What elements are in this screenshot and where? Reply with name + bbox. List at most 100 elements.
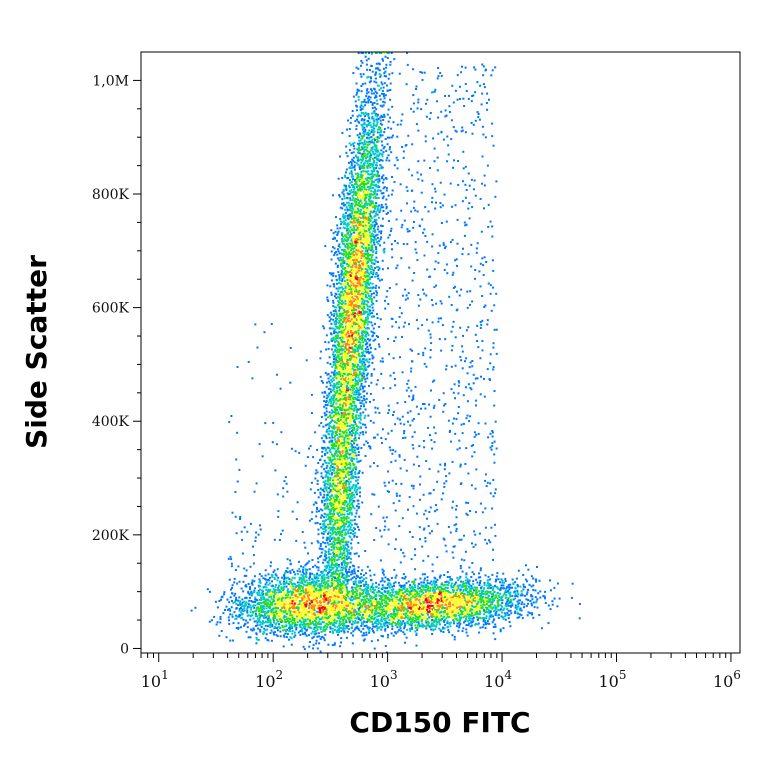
event-dot xyxy=(356,89,359,92)
event-dot xyxy=(283,572,286,575)
event-dot xyxy=(314,477,317,480)
event-dot xyxy=(344,448,347,451)
event-dot xyxy=(304,584,307,587)
event-dot xyxy=(307,624,310,627)
event-dot xyxy=(342,624,344,627)
event-dot xyxy=(338,573,341,576)
event-dot xyxy=(332,605,334,608)
event-dot xyxy=(251,610,254,613)
event-dot xyxy=(340,513,343,516)
event-dot xyxy=(352,349,355,352)
event-dot xyxy=(373,267,376,269)
event-dot xyxy=(354,201,357,203)
event-dot xyxy=(350,449,353,452)
event-dot xyxy=(338,380,341,383)
event-dot xyxy=(361,250,364,252)
event-dot xyxy=(366,160,369,163)
event-dot xyxy=(349,320,352,323)
event-dot xyxy=(279,635,282,638)
event-dot xyxy=(373,127,376,130)
event-dot xyxy=(294,607,296,610)
event-dot xyxy=(286,596,289,599)
event-dot xyxy=(345,229,348,232)
event-dot xyxy=(347,480,350,483)
event-dot xyxy=(348,142,351,145)
event-dot xyxy=(338,408,341,411)
event-dot xyxy=(332,384,335,387)
event-dot xyxy=(370,184,373,187)
event-dot xyxy=(371,202,374,205)
event-dot xyxy=(345,168,348,171)
event-dot xyxy=(352,225,355,228)
event-dot xyxy=(348,466,351,469)
event-dot xyxy=(330,293,333,296)
event-dot xyxy=(353,199,356,202)
event-dot xyxy=(336,462,339,464)
event-dot xyxy=(365,59,368,62)
event-dot xyxy=(368,298,371,300)
event-dot xyxy=(285,582,288,584)
event-dot xyxy=(358,601,361,604)
event-dot xyxy=(383,186,386,189)
event-dot xyxy=(380,131,383,134)
event-dot xyxy=(328,411,331,414)
event-dot xyxy=(344,598,347,601)
event-dot xyxy=(374,260,377,263)
event-dot xyxy=(363,98,366,101)
event-dot xyxy=(337,351,340,354)
event-dot xyxy=(275,612,278,615)
event-dot xyxy=(362,259,365,262)
event-dot xyxy=(351,264,354,267)
event-dot xyxy=(336,467,339,470)
event-dot xyxy=(335,406,338,409)
event-dot xyxy=(364,230,367,233)
event-dot xyxy=(358,471,360,474)
event-dot xyxy=(336,373,339,376)
event-dot xyxy=(295,606,298,609)
event-dot xyxy=(363,118,366,121)
event-dot xyxy=(363,372,366,375)
event-dot xyxy=(336,559,339,562)
event-dot xyxy=(329,501,332,504)
event-dot xyxy=(290,587,293,590)
event-dot xyxy=(353,219,356,222)
event-dot xyxy=(332,587,335,589)
event-dot xyxy=(347,412,349,415)
event-dot xyxy=(330,507,333,510)
event-dot xyxy=(364,294,367,296)
event-dot xyxy=(336,234,339,236)
event-dot xyxy=(324,404,327,406)
event-dot xyxy=(334,408,336,411)
event-dot xyxy=(340,237,343,240)
event-dot xyxy=(358,283,361,286)
event-dot xyxy=(367,122,370,125)
event-dot xyxy=(339,264,342,267)
event-dot xyxy=(354,245,357,248)
event-dot xyxy=(339,314,342,317)
event-dot xyxy=(359,361,361,364)
event-dot xyxy=(351,354,354,357)
event-dot xyxy=(348,328,351,331)
event-dot xyxy=(265,589,268,591)
event-dot xyxy=(357,248,360,251)
event-dot xyxy=(367,180,370,183)
event-dot xyxy=(379,207,382,210)
event-dot xyxy=(342,577,345,579)
event-dot xyxy=(380,52,383,54)
event-dot xyxy=(365,340,368,343)
event-dot xyxy=(348,209,351,212)
event-dot xyxy=(380,140,383,143)
event-dot xyxy=(351,239,354,241)
event-dot xyxy=(363,354,366,357)
event-dot xyxy=(345,435,348,438)
event-dot xyxy=(375,118,378,121)
event-dot xyxy=(358,347,361,350)
event-dot xyxy=(332,555,335,558)
event-dot xyxy=(356,221,359,224)
event-dot xyxy=(383,128,386,130)
event-dot xyxy=(328,272,331,275)
event-dot xyxy=(375,221,378,224)
event-dot xyxy=(350,546,353,549)
event-dot xyxy=(353,535,356,538)
event-dot xyxy=(351,252,354,255)
